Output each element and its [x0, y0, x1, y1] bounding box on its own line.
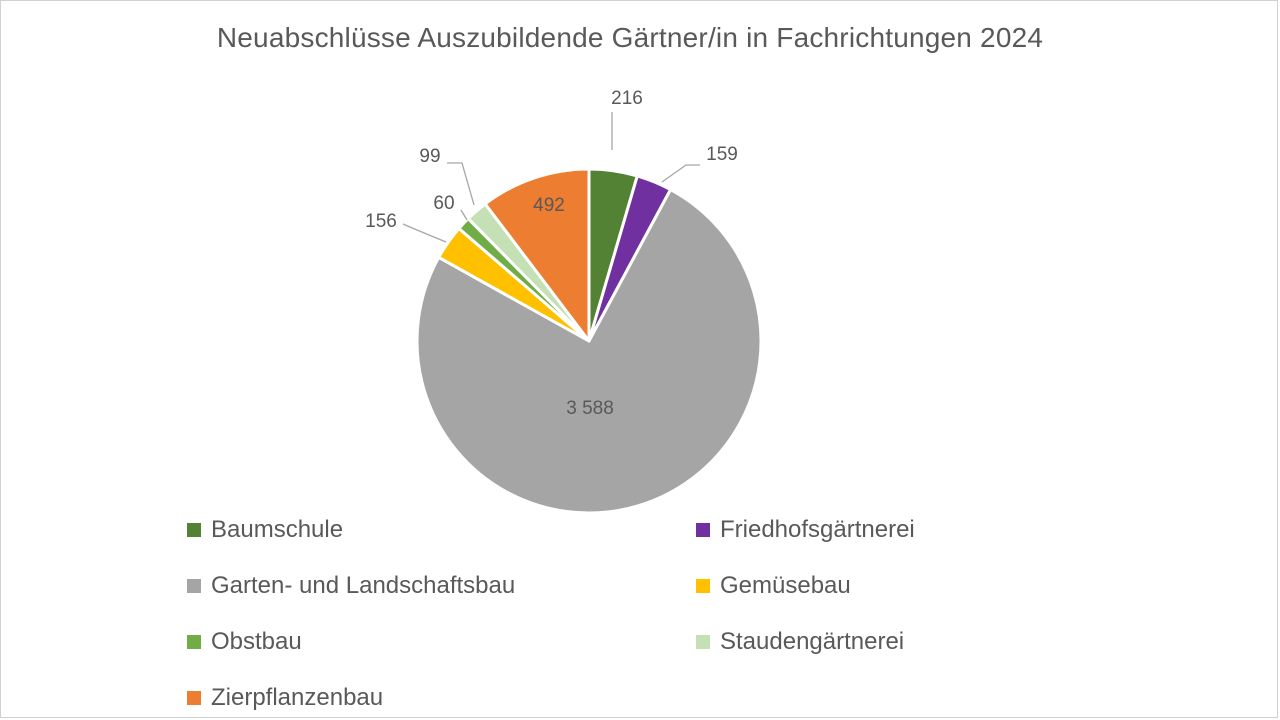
legend-label: Obstbau — [211, 628, 302, 655]
legend-item-garten-und-landschaftsbau: Garten- und Landschaftsbau — [187, 572, 515, 600]
data-label-friedhofsg-rtnerei: 159 — [706, 144, 738, 165]
leader-line-staudeng-rtnerei — [447, 162, 475, 206]
pie-slice-zierpflanzenbau — [483, 167, 591, 343]
leader-line-obstbau — [460, 209, 468, 221]
legend-item-baumschule: Baumschule — [187, 516, 343, 544]
legend-swatch — [696, 523, 710, 537]
legend-label: Staudengärtnerei — [720, 628, 905, 655]
legend-item-friedhofsg-rtnerei: Friedhofsgärtnerei — [696, 516, 915, 544]
leader-line-friedhofsg-rtnerei — [661, 164, 700, 183]
legend-swatch — [696, 579, 710, 593]
legend-swatch — [187, 691, 201, 705]
legend-item-staudeng-rtnerei: Staudengärtnerei — [696, 628, 904, 656]
data-label-baumschule: 216 — [611, 88, 643, 109]
chart-title: Neuabschlüsse Auszubildende Gärtner/in i… — [216, 22, 1044, 53]
legend-label: Zierpflanzenbau — [211, 684, 384, 711]
data-label-garten-und-landschaftsbau: 3 588 — [566, 398, 614, 419]
legend-swatch — [187, 635, 201, 649]
data-label-gem-sebau: 156 — [365, 211, 397, 232]
legend-item-zierpflanzenbau: Zierpflanzenbau — [187, 684, 383, 712]
legend-item-obstbau: Obstbau — [187, 628, 302, 656]
pie-slice-garten-und-landschaftsbau — [415, 188, 763, 515]
legend-swatch — [187, 523, 201, 537]
legend-label: Baumschule — [211, 516, 344, 543]
legend-label: Garten- und Landschaftsbau — [211, 572, 516, 599]
legend-swatch — [696, 635, 710, 649]
legend-item-gem-sebau: Gemüsebau — [696, 572, 851, 600]
legend-label: Friedhofsgärtnerei — [720, 516, 915, 543]
leader-line-gem-sebau — [402, 223, 447, 243]
data-label-staudeng-rtnerei: 99 — [419, 146, 440, 167]
legend-swatch — [187, 579, 201, 593]
legend-label: Gemüsebau — [720, 572, 851, 599]
data-label-zierpflanzenbau: 492 — [533, 195, 565, 216]
data-label-obstbau: 60 — [433, 193, 454, 214]
